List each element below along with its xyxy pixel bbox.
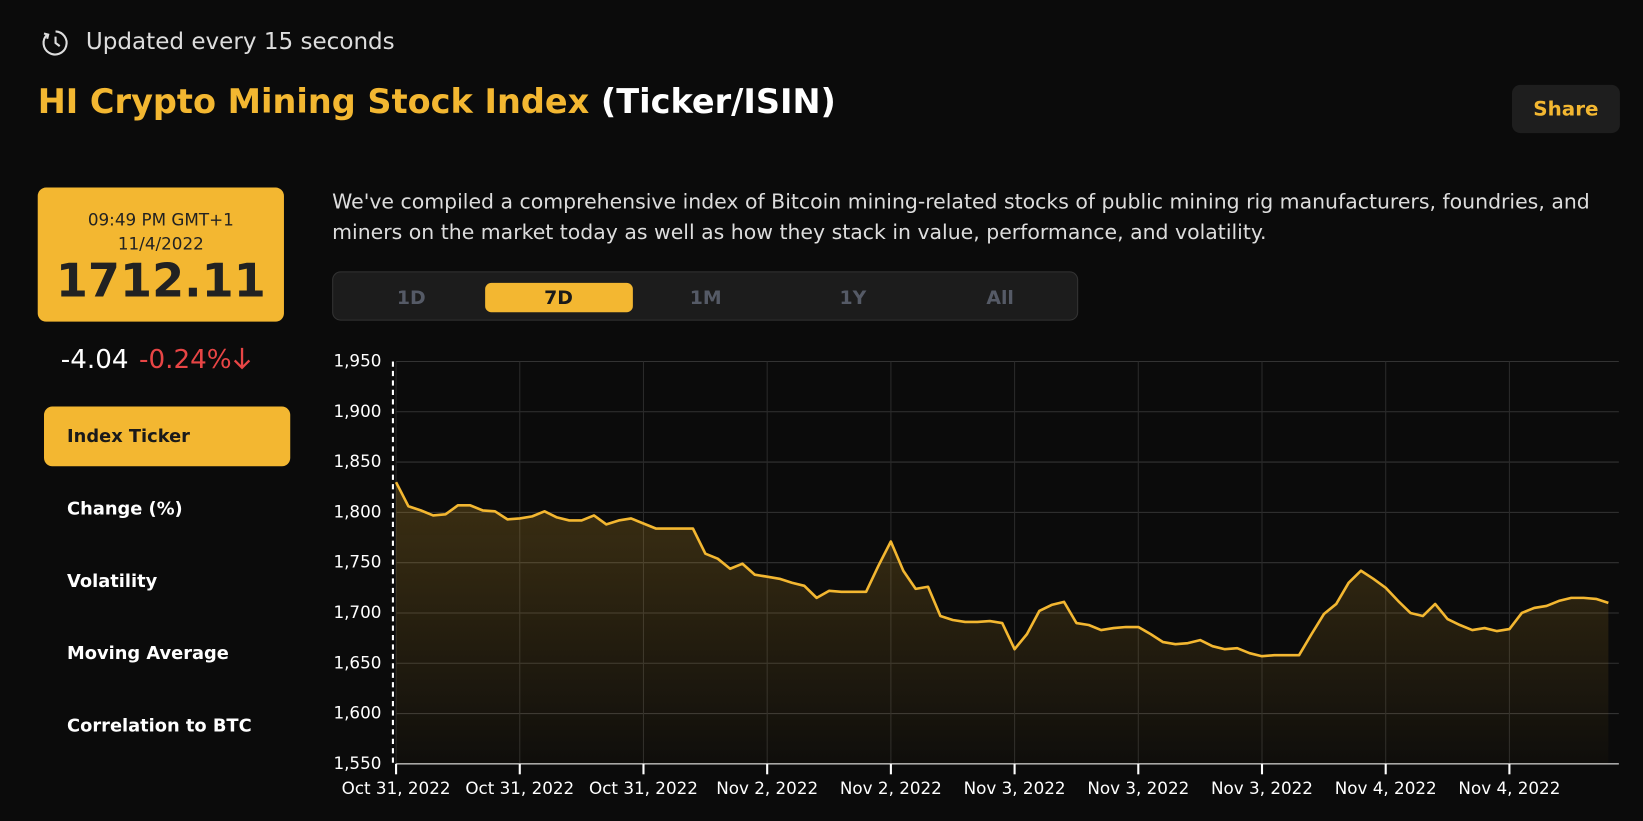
x-tick-label: Nov 3, 2022	[964, 778, 1066, 798]
range-button[interactable]: 1D	[396, 286, 426, 309]
change-row: -4.04 -0.24%	[61, 344, 253, 374]
share-button[interactable]: Share	[1511, 84, 1620, 134]
y-tick-label: 1,700	[333, 602, 381, 622]
page-title: HI Crypto Mining Stock Index (Ticker/ISI…	[38, 82, 836, 122]
quote-time: 09:49 PM GMT+1	[87, 209, 234, 230]
menu: Index Ticker Change (%) Volatility Moving A…	[44, 406, 291, 768]
quote-value: 1712.11	[55, 254, 266, 309]
x-tick-label: Nov 3, 2022	[1087, 778, 1189, 798]
quote-card: 09:49 PM GMT+1 11/4/2022 1712.11	[37, 187, 284, 322]
title-rest: (Ticker/ISIN)	[600, 81, 836, 122]
y-tick-label: 1,900	[333, 401, 381, 421]
y-tick-label: 1,600	[333, 703, 381, 723]
y-tick-label: 1,550	[333, 753, 381, 773]
change-pct: -0.24%	[139, 343, 232, 375]
menu-item[interactable]: Moving Average	[67, 642, 229, 664]
change: -4.04	[60, 343, 129, 375]
line	[394, 481, 1609, 658]
range-button[interactable]: 1Y	[839, 286, 867, 309]
quote-date: 11/4/2022	[117, 233, 204, 254]
x-tick-label: Oct 31, 2022	[589, 778, 698, 798]
chart: 1,550 1,600 1,650 1,700 1,750 1,800 1,850 1,900…	[333, 350, 1619, 798]
range-button[interactable]: 1M	[689, 286, 722, 309]
y-tick-label: 1,850	[333, 451, 381, 471]
x-tick-label: Nov 4, 2022	[1458, 778, 1560, 798]
y-tick-label: 1,950	[333, 350, 381, 370]
range-selector: 1D 7D 1M 1Y All	[332, 271, 1079, 321]
range-button[interactable]: All	[986, 286, 1014, 309]
x-tick-label: Nov 3, 2022	[1211, 778, 1313, 798]
x-tick-label: Nov 2, 2022	[716, 778, 818, 798]
title-highlight: HI Crypto Mining Stock Index	[37, 81, 590, 122]
refresh-icon	[42, 30, 68, 56]
y-tick-label: 1,650	[333, 652, 381, 672]
menu-item[interactable]: Correlation to BTC	[67, 715, 252, 737]
description: We've compiled a comprehensive index of …	[332, 189, 1590, 245]
y-tick-label: 1,750	[333, 552, 381, 572]
down-arrow	[234, 347, 251, 370]
x-tick-label: Nov 2, 2022	[840, 778, 942, 798]
y-tick-label: 1,800	[333, 501, 381, 521]
menu-item[interactable]: Volatility	[67, 570, 158, 592]
menu-item[interactable]: Change (%)	[67, 498, 183, 520]
x-tick-label: Oct 31, 2022	[465, 778, 574, 798]
x-tick-label: Oct 31, 2022	[342, 778, 451, 798]
x-tick-label: Nov 4, 2022	[1335, 778, 1437, 798]
update-note: Updated every 15 seconds	[85, 29, 395, 56]
range-button[interactable]: 7D	[484, 282, 633, 313]
menu-item[interactable]: Index Ticker	[44, 406, 291, 467]
